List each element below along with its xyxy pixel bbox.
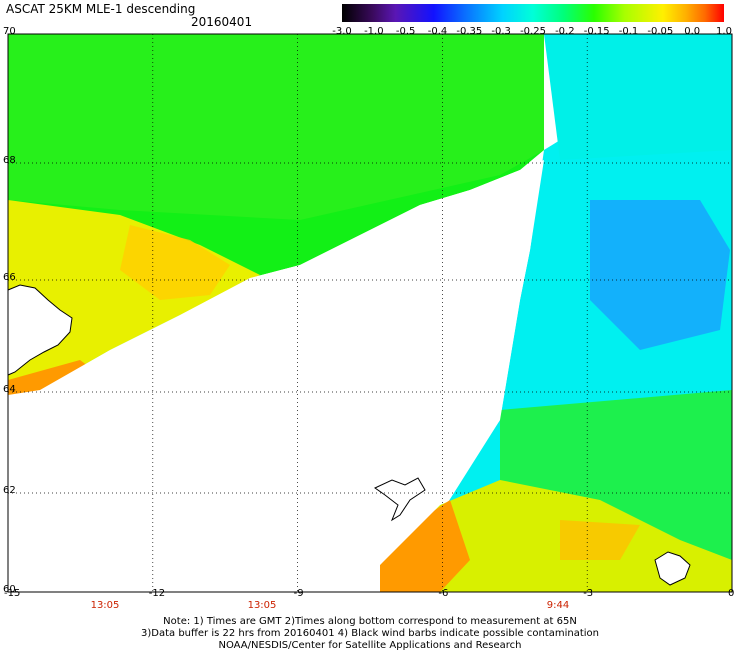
colorbar-tick-label: -0.25 [520, 26, 546, 37]
east-swath-yellow [380, 480, 732, 592]
swath-time-label: 9:44 [546, 600, 570, 611]
note-line-1: Note: 1) Times are GMT 2)Times along bot… [163, 616, 577, 627]
colorbar-tick-label: 0.0 [684, 26, 701, 37]
map-canvas [7, 33, 733, 593]
longitude-label: -3 [583, 588, 594, 599]
colorbar [342, 4, 724, 22]
colorbar-tick-label: -3.0 [332, 26, 352, 37]
west-swath-yellow-core [120, 225, 230, 300]
swath-time-label: 13:05 [247, 600, 277, 611]
east-swath-orange-south [560, 520, 640, 560]
colorbar-tick-label: -1.0 [364, 26, 384, 37]
east-swath-north [544, 34, 732, 160]
colorbar-tick-label: -0.2 [555, 26, 575, 37]
latitude-label: 66 [3, 272, 16, 283]
latitude-label: 62 [3, 485, 16, 496]
map-date: 20160401 [191, 15, 253, 29]
colorbar-tick-label: -0.35 [456, 26, 483, 37]
colorbar-tick-label: -0.4 [427, 26, 448, 37]
longitude-label: -12 [148, 588, 166, 599]
longitude-label: 0 [728, 588, 735, 599]
colorbar-tick-label: -0.05 [647, 26, 674, 37]
latitude-label: 64 [3, 384, 16, 395]
colorbar-tick-label: 1.0 [716, 26, 732, 37]
east-swath-blue [590, 200, 730, 350]
longitude-label: -15 [4, 588, 21, 599]
map-grid [8, 34, 732, 592]
colorbar-tick-label: -0.3 [491, 26, 511, 37]
latitude-label: 68 [3, 155, 16, 166]
swath-time-label: 13:05 [90, 600, 120, 611]
iceland-coastline [7, 284, 73, 376]
map-title: ASCAT 25KM MLE-1 descending [6, 2, 196, 16]
colorbar-tick-label: -0.15 [583, 26, 610, 37]
colorbar-tick-label: -0.5 [395, 26, 416, 37]
longitude-label: -6 [438, 588, 449, 599]
east-swath-orange [380, 500, 470, 592]
longitude-label: -9 [293, 588, 304, 599]
note-line-3: NOAA/NESDIS/Center for Satellite Applica… [218, 640, 522, 651]
map-frame [7, 33, 733, 593]
faroe-islands [374, 477, 426, 522]
colorbar-tick-label: -0.1 [618, 26, 639, 37]
latitude-label: 70 [3, 26, 16, 37]
shetland-islands [654, 551, 691, 586]
latitude-label: 60 [3, 584, 16, 595]
west-swath-upper [8, 34, 544, 220]
note-line-2: 3)Data buffer is 22 hrs from 20160401 4)… [141, 628, 599, 639]
